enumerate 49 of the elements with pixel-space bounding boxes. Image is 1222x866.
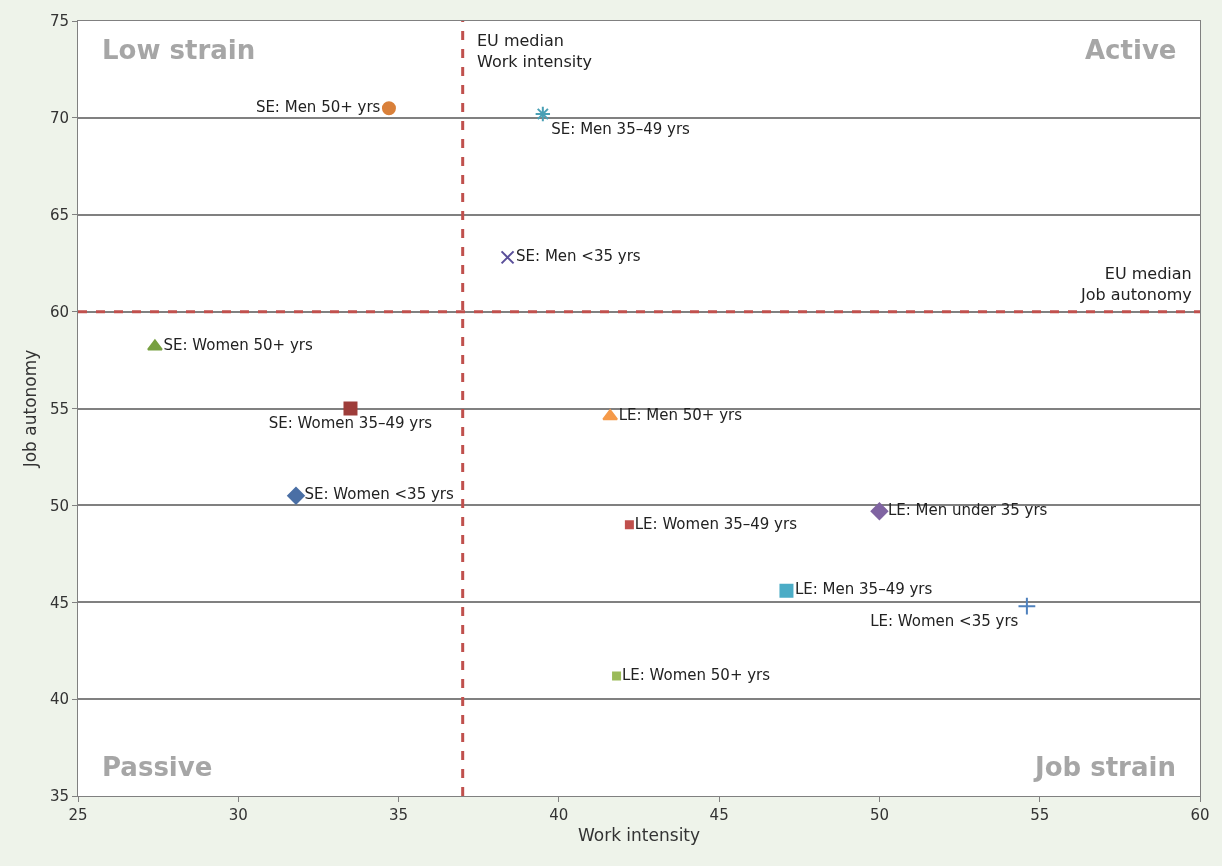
series-label: SE: Men 50+ yrs — [255, 97, 381, 116]
annotation: Low strain — [102, 35, 256, 65]
x-tick-label: 50 — [869, 806, 889, 824]
series-label: LE: Women 35–49 yrs — [634, 514, 798, 533]
point — [870, 502, 889, 520]
point — [624, 520, 634, 530]
series-label: LE: Men under 35 yrs — [887, 500, 1048, 519]
ref-line-label: EU median Job autonomy — [1080, 264, 1192, 304]
y-tick-label: 55 — [49, 399, 69, 418]
series-label: LE: Women 50+ yrs — [621, 665, 771, 684]
point — [779, 583, 794, 598]
series-label: LE: Men 50+ yrs — [618, 406, 743, 424]
x-tick-label: 30 — [228, 806, 248, 824]
y-tick-label: 45 — [49, 593, 69, 612]
series-label: SE: Men 35–49 yrs — [551, 119, 691, 138]
x-tick-label: 55 — [1030, 806, 1050, 824]
series-label: SE: Women <35 yrs — [304, 485, 455, 504]
y-tick-label: 65 — [49, 206, 69, 224]
y-axis-title: Job autonomy — [20, 349, 41, 469]
x-tick-label: 25 — [68, 806, 88, 824]
y-tick-label: 70 — [49, 109, 69, 128]
y-tick-label: 75 — [49, 12, 69, 31]
y-tick-label: 40 — [49, 690, 69, 709]
x-tick-label: 35 — [389, 806, 409, 824]
point — [287, 486, 305, 505]
point — [602, 409, 619, 421]
point — [1017, 596, 1037, 616]
y-tick-label: 35 — [49, 787, 69, 806]
annotation: Active — [1085, 35, 1177, 65]
point — [381, 101, 396, 116]
point — [612, 671, 622, 681]
y-tick-label: 60 — [49, 302, 69, 321]
series-label: SE: Men <35 yrs — [516, 247, 641, 266]
x-tick-label: 40 — [549, 806, 569, 824]
series-label: LE: Women <35 yrs — [870, 611, 1019, 630]
series-label: LE: Men 35–49 yrs — [794, 580, 933, 599]
ref-line-label: EU median Work intensity — [477, 31, 592, 71]
point — [500, 250, 515, 265]
point — [343, 401, 358, 416]
point — [534, 105, 552, 123]
x-axis-title: Work intensity — [577, 825, 701, 846]
y-tick-label: 50 — [49, 496, 69, 515]
point — [147, 339, 163, 351]
annotation: Job strain — [1033, 752, 1176, 782]
annotation: Passive — [102, 752, 213, 782]
series-label: SE: Women 50+ yrs — [163, 336, 313, 355]
x-tick-label: 60 — [1190, 806, 1210, 824]
x-tick-label: 45 — [709, 806, 729, 824]
series-label: SE: Women 35–49 yrs — [268, 414, 433, 433]
